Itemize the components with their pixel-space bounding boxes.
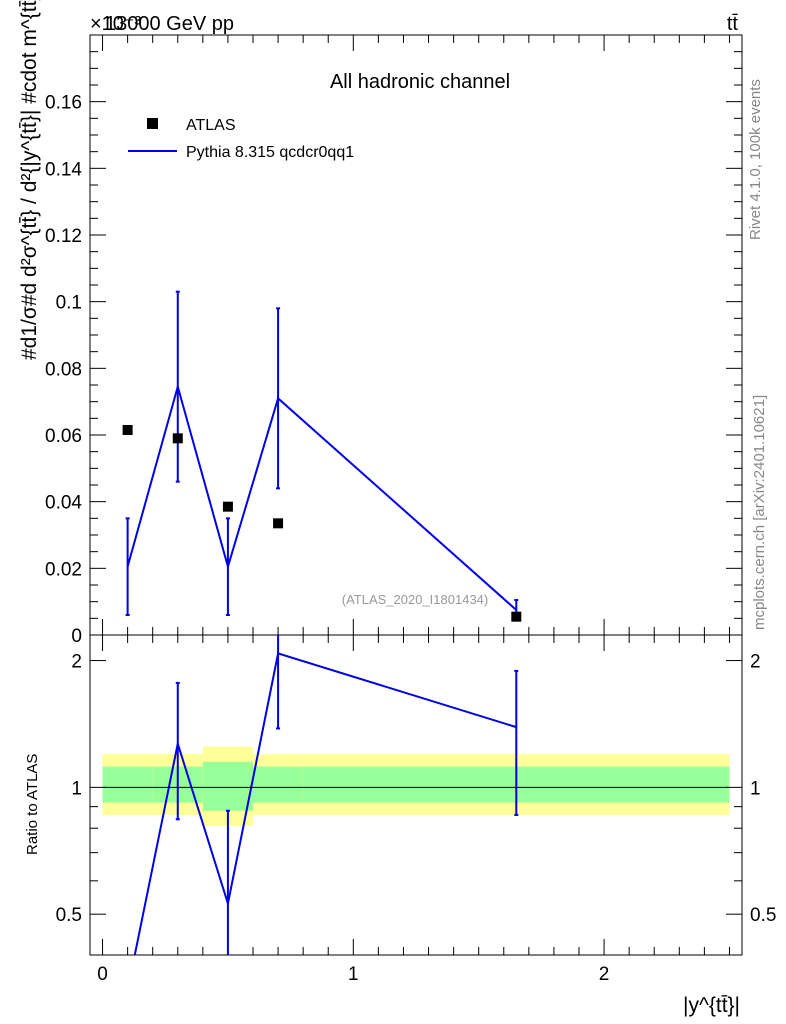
main-y-tick-label: 0 (71, 626, 82, 647)
analysis-watermark: (ATLAS_2020_I1801434) (342, 592, 488, 607)
main-y-tick-label: 0.1 (56, 293, 82, 314)
ratio-y-tick-label-right: 1 (750, 778, 761, 799)
ratio-y-axis-title: Ratio to ATLAS (24, 754, 41, 855)
rivet-version-label: Rivet 4.1.0, 100k events (747, 79, 764, 240)
x-tick-label: 1 (348, 964, 359, 985)
mcplots-label: mcplots.cern.ch [arXiv:2401.10621] (751, 395, 768, 630)
band-inner-segment (253, 766, 304, 803)
main-plot-marks (122, 290, 522, 622)
band-inner-segment (102, 766, 153, 803)
channel-title: All hadronic channel (330, 71, 510, 93)
ratio-axis-ticks: 0.5 0.5 1 1 2 2 (56, 652, 776, 956)
main-y-tick-label: 0.12 (45, 226, 82, 247)
main-y-tick-label: 0.04 (45, 493, 82, 514)
main-y-axis-title: #d1/σ#d d²σ^{tt̄} / d²{|y^{tt̄}| #cdot m… (18, 0, 41, 360)
ratio-y-tick-label: 1 (71, 778, 82, 799)
ratio-y-tick-label-right: 0.5 (750, 905, 776, 926)
x-tick-label: 2 (599, 964, 610, 985)
atlas-data-point (222, 501, 233, 512)
ratio-plot-marks (133, 635, 519, 955)
main-y-tick-label: 0.16 (45, 93, 82, 114)
ratio-uncertainty-bands (102, 746, 730, 826)
ratio-panel-frame (89, 634, 743, 956)
ratio-series-line (133, 652, 517, 955)
legend: ATLAS Pythia 8.315 qcdcr0qq1 (128, 117, 354, 161)
band-inner-segment (202, 761, 253, 811)
exponent-label: ×10⁻³ (90, 13, 141, 35)
x-axis-title: |y^{tt̄}| (683, 994, 740, 1017)
legend-atlas-marker (147, 118, 158, 129)
atlas-data-point (273, 518, 284, 529)
mc-series-line (126, 382, 517, 611)
atlas-data-point (122, 425, 133, 435)
main-y-tick-label: 0.06 (45, 426, 82, 447)
ratio-y-tick-label-right: 2 (750, 652, 761, 673)
x-tick-label: 0 (97, 964, 108, 985)
atlas-data-point (172, 433, 183, 444)
ratio-y-tick-label: 0.5 (56, 905, 82, 926)
legend-mc-label: Pythia 8.315 qcdcr0qq1 (186, 144, 354, 161)
process-label: tt̄ (727, 13, 739, 35)
legend-atlas-label: ATLAS (186, 117, 236, 134)
atlas-data-point (511, 611, 522, 622)
energy-label: 13000 GeV pp (105, 13, 234, 35)
ratio-y-tick-label: 2 (71, 652, 82, 673)
main-y-tick-label: 0.08 (45, 359, 82, 380)
main-axis-ticks: 0 0.02 0.04 0.06 0.08 0.1 0.12 0.14 0.16 0 1 2 (45, 35, 742, 985)
main-y-tick-label: 0.14 (45, 159, 82, 180)
main-y-tick-label: 0.02 (45, 559, 82, 580)
